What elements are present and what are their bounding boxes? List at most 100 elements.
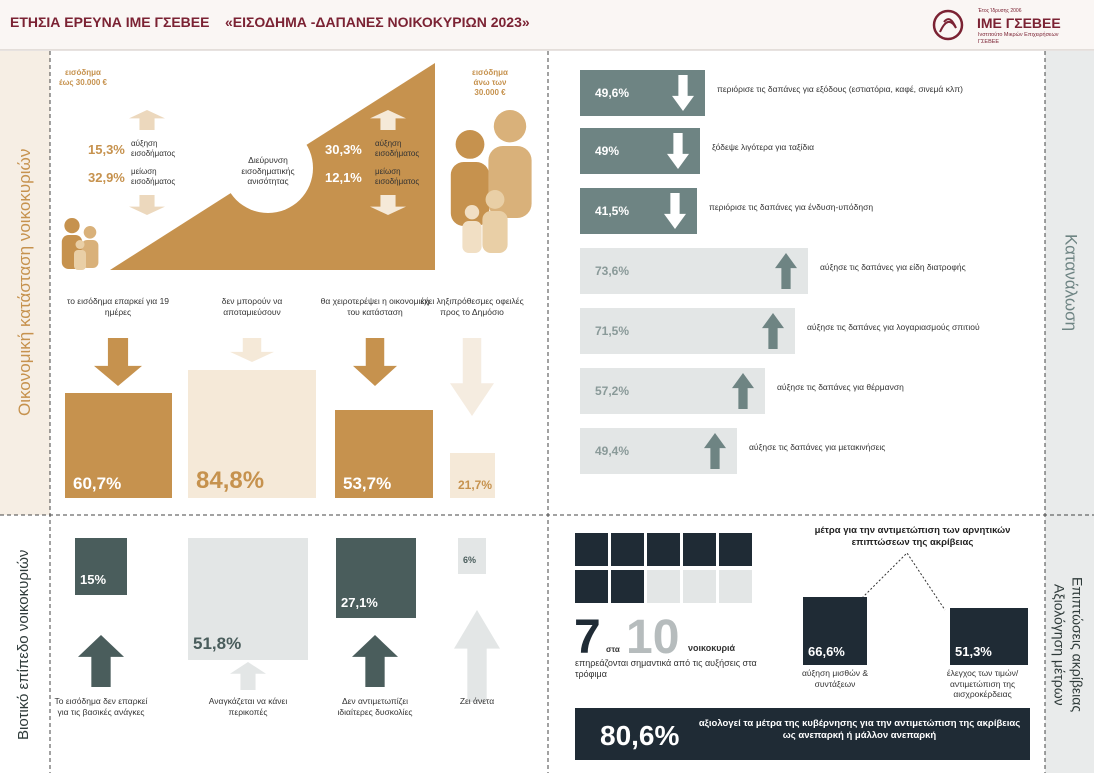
box-value: 60,7% [73,474,122,493]
arrow-icon [775,253,797,289]
evaluation-text: αξιολογεί τα μέτρα της κυβέρνησης για τη… [698,718,1021,741]
consumption-value: 49,6% [595,86,630,100]
household-square [719,533,752,566]
value-box [458,538,486,574]
income-decrease-label: μείωση εισοδήματος [375,167,420,186]
box-value: 6% [463,555,477,565]
arrow-icon [78,635,124,687]
person-icon [450,162,490,226]
value-box [950,608,1028,665]
box-value: 27,1% [341,595,378,610]
household-square [647,533,680,566]
person-icon [493,110,527,143]
consumption-bar [580,308,795,354]
box-label: έλεγχος των τιμών/ αντιμετώπιση της αισχ… [946,668,1019,700]
person-icon [485,190,505,209]
income-increase-label: αύξηση εισοδήματος [131,139,176,158]
income-group-label: εισόδημα άνω των 30.000 € [472,68,508,97]
income-decrease: 32,9% [88,170,125,185]
arrow-icon [667,133,689,169]
arrow-icon [353,338,397,386]
value-box [335,410,433,498]
household-square [683,533,716,566]
arrow-icon [230,338,274,362]
arrow-icon [352,635,398,687]
section-label: Βιοτικό επίπεδο νοικοκυριών [15,549,32,741]
household-square [719,570,752,603]
arrow-icon [129,195,165,215]
box-label: Το εισόδημα δεν επαρκεί για τις βασικές … [54,696,148,717]
household-square [611,533,644,566]
value-box [65,393,172,498]
box-value: 66,6% [808,644,845,659]
side-panel [1045,515,1094,773]
arrow-icon [454,610,500,702]
food-text: επηρεάζονται σημαντικά από τις αυξήσεις … [575,658,757,680]
value-box [188,538,308,660]
person-icon [464,205,480,220]
consumption-value: 49% [595,144,620,158]
person-icon [462,221,482,253]
household-square [611,570,644,603]
section-label: Κατανάλωση [1061,233,1081,332]
arrow-icon [704,433,726,469]
box-label: δεν μπορούν να αποταμιεύσουν [221,296,283,317]
logo-mark [939,18,957,33]
household-square [683,570,716,603]
arrow-icon [450,338,494,416]
consumption-label: περιόρισε τις δαπάνες για εξόδους (εστια… [717,84,963,94]
arrow-icon [230,662,266,690]
inequality-circle [223,123,313,213]
value-box [336,538,416,618]
arrow-icon [94,338,142,386]
arrow-icon [762,313,784,349]
side-panel [1045,51,1094,515]
header-bar [0,0,1094,50]
header-title: ΕΤΗΣΙΑ ΕΡΕΥΝΑ ΙΜΕ ΓΣΕΒΕΕ [10,14,210,30]
income-increase-label: αύξηση εισοδήματος [375,139,420,158]
box-label: έχει ληξιπρόθεσμες οφειλές προς το Δημόσ… [420,296,524,317]
consumption-label: αύξησε τις δαπάνες για μετακινήσεις [749,442,886,452]
section-label: Αξιολόγηση μέτρων [1051,584,1068,706]
logo-note: Έτος Ίδρυσης 2006 [978,8,1022,14]
food-of: στα [606,645,620,654]
household-square [647,570,680,603]
connector [861,552,946,611]
consumption-value: 49,4% [595,444,630,458]
box-label: Δεν αντιμετωπίζει ιδιαίτερες δυσκολίες [337,696,413,717]
consumption-label: αύξησε τις δαπάνες για θέρμανση [777,382,904,392]
arrow-icon [370,110,406,130]
evaluation-value: 80,6% [600,720,680,751]
evaluation-bar [575,708,1030,760]
consumption-bar [580,248,808,294]
consumption-value: 41,5% [595,204,630,218]
box-value: 21,7% [458,478,493,492]
consumption-label: περιόρισε τις δαπάνες για ένδυση-υπόδηση [709,202,874,212]
income-decrease: 12,1% [325,170,362,185]
person-icon [482,211,508,253]
income-decrease-label: μείωση εισοδήματος [131,167,176,186]
section-label: Επιπτώσεις ακρίβειας [1069,577,1086,713]
value-box [75,538,127,595]
box-value: 51,3% [955,644,992,659]
inequality-label: Διεύρυνση εισοδηματικής ανισότητας [241,155,295,187]
consumption-value: 73,6% [595,264,630,278]
box-label: αύξηση μισθών & συντάξεων [801,668,869,689]
person-icon [74,250,86,270]
value-box [188,370,316,498]
income-increase: 15,3% [88,142,125,157]
section-label: Οικονομική κατάσταση νοικοκυριών [15,148,34,417]
arrow-icon [672,75,694,111]
box-value: 53,7% [343,474,392,493]
box-value: 84,8% [196,467,265,494]
person-icon [64,218,80,234]
box-label: Αναγκάζεται να κάνει περικοπές [208,696,288,717]
value-box [803,597,867,665]
value-box [450,453,495,498]
box-label: θα χειροτερέψει η οικονομική του κατάστα… [320,296,430,317]
consumption-bar [580,368,765,414]
box-value: 15% [80,572,107,587]
consumption-value: 71,5% [595,324,630,338]
